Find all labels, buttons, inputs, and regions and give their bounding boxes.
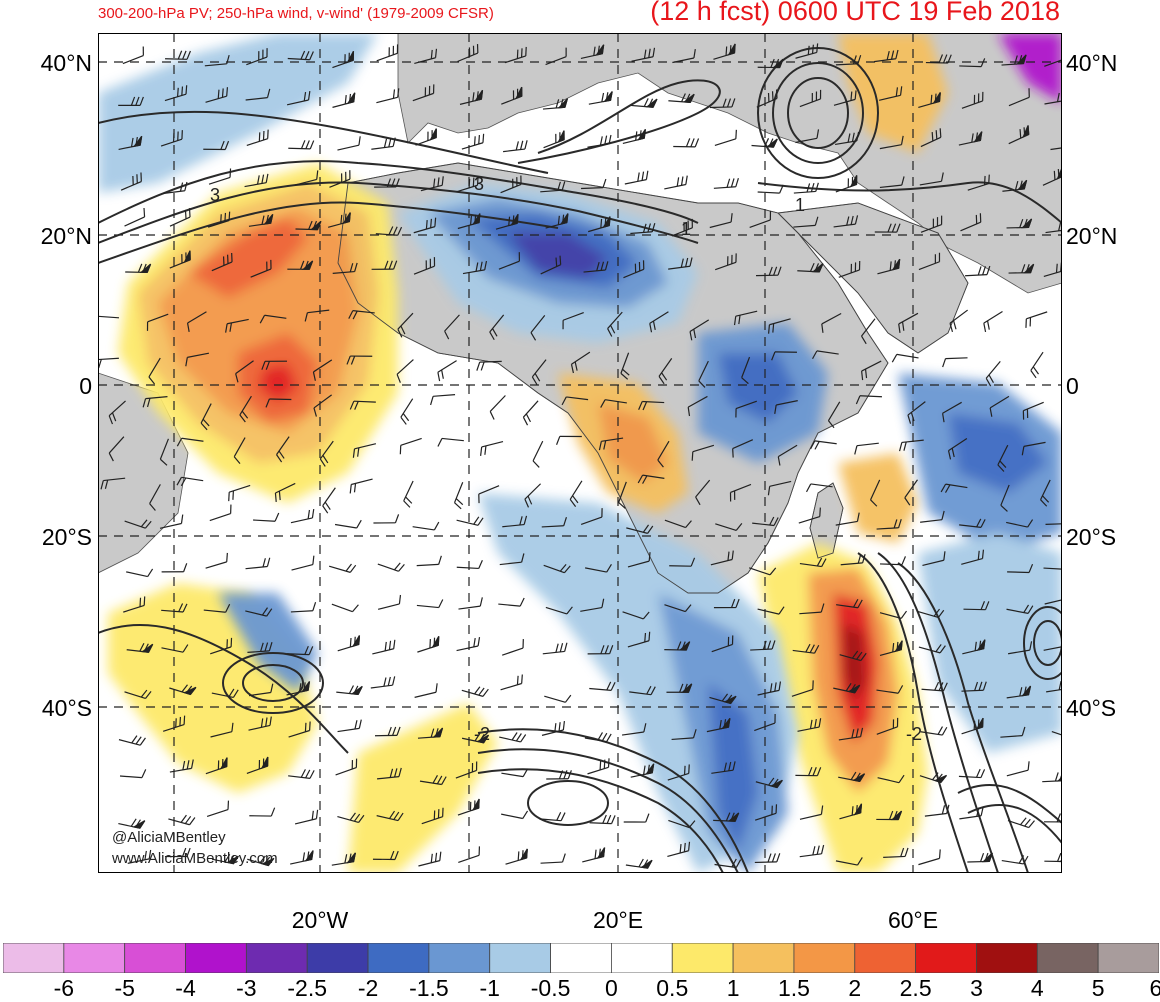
colorbar-swatch-5 xyxy=(307,943,368,973)
colorbar-label-3: -3 xyxy=(236,975,256,1002)
watermark-site: www.AliciaMBentley.com xyxy=(112,850,278,867)
colorbar-label-12: 1.5 xyxy=(778,975,810,1002)
colorbar-swatch-3 xyxy=(186,943,247,973)
lat-label-20s-left: 20°S xyxy=(0,526,92,549)
colorbar-label-0: -6 xyxy=(54,975,74,1002)
colorbar-swatch-6 xyxy=(368,943,429,973)
colorbar-label-13: 2 xyxy=(848,975,861,1002)
colorbar-swatch-16 xyxy=(976,943,1037,973)
contour-label-1b: 1 xyxy=(795,195,805,215)
contour-label-neg2b: -2 xyxy=(906,724,922,744)
map-subtitle: 300-200-hPa PV; 250-hPa wind, v-wind' (1… xyxy=(98,5,494,22)
colorbar-label-6: -1.5 xyxy=(409,975,449,1002)
contour-label-3a: 3 xyxy=(210,185,220,205)
colorbar-swatch-18 xyxy=(1098,943,1159,973)
colorbar-swatch-17 xyxy=(1037,943,1098,973)
colorbar-label-9: 0 xyxy=(605,975,618,1002)
colorbar-swatch-12 xyxy=(733,943,794,973)
lon-label-20w: 20°W xyxy=(292,907,349,934)
colorbar-swatch-1 xyxy=(64,943,125,973)
colorbar-swatch-7 xyxy=(429,943,490,973)
lat-label-40n-left: 40°N xyxy=(0,52,92,75)
contour-label-3b: 3 xyxy=(474,174,484,194)
lat-label-eq-right: 0 xyxy=(1066,375,1160,398)
colorbar-swatch-9 xyxy=(551,943,612,973)
colorbar-swatch-11 xyxy=(672,943,733,973)
colorbar-label-4: -2.5 xyxy=(287,975,327,1002)
colorbar-swatch-8 xyxy=(490,943,551,973)
colorbar-swatch-13 xyxy=(794,943,855,973)
colorbar-label-16: 4 xyxy=(1031,975,1044,1002)
colorbar-swatch-15 xyxy=(916,943,977,973)
colorbar-label-7: -1 xyxy=(480,975,500,1002)
colorbar-swatch-0 xyxy=(3,943,64,973)
colorbar-label-5: -2 xyxy=(358,975,378,1002)
colorbar-label-11: 1 xyxy=(727,975,740,1002)
colorbar-label-10: 0.5 xyxy=(656,975,688,1002)
colorbar-swatch-10 xyxy=(611,943,672,973)
pv-wind-map: 3 3 1 1 -2 -2 xyxy=(98,33,1062,873)
lon-label-20e: 20°E xyxy=(593,907,643,934)
colorbar-swatch-4 xyxy=(246,943,307,973)
colorbar-label-14: 2.5 xyxy=(900,975,932,1002)
lat-label-20n-left: 20°N xyxy=(0,225,92,248)
lon-label-60e: 60°E xyxy=(888,907,938,934)
colorbar-label-1: -5 xyxy=(114,975,134,1002)
lat-label-20n-right: 20°N xyxy=(1066,225,1160,248)
colorbar-swatch-2 xyxy=(125,943,186,973)
watermark-handle: @AliciaMBentley xyxy=(112,829,226,846)
pv-colorbar xyxy=(3,943,1159,973)
colorbar-label-2: -4 xyxy=(175,975,195,1002)
colorbar-label-15: 3 xyxy=(970,975,983,1002)
lat-label-eq-left: 0 xyxy=(0,375,92,398)
colorbar-label-8: -0.5 xyxy=(531,975,571,1002)
colorbar-label-18: 6 xyxy=(1150,975,1160,1002)
lat-label-40s-left: 40°S xyxy=(0,697,92,720)
lat-label-40s-right: 40°S xyxy=(1066,697,1160,720)
lat-label-40n-right: 40°N xyxy=(1066,52,1160,75)
map-title: (12 h fcst) 0600 UTC 19 Feb 2018 xyxy=(650,0,1060,27)
lat-label-20s-right: 20°S xyxy=(1066,526,1160,549)
colorbar-label-17: 5 xyxy=(1092,975,1105,1002)
colorbar-swatch-14 xyxy=(855,943,916,973)
